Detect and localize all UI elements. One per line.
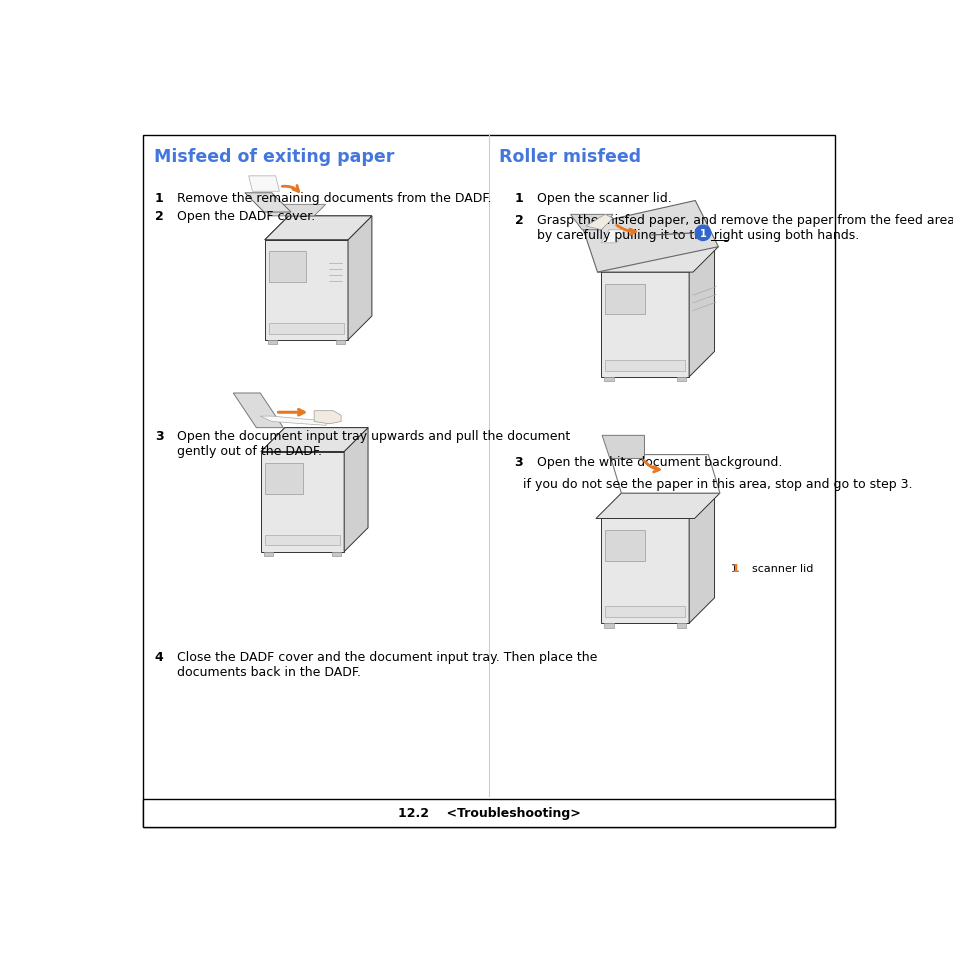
Bar xyxy=(335,340,345,345)
Bar xyxy=(143,799,834,826)
Bar xyxy=(600,518,688,623)
Polygon shape xyxy=(581,201,718,273)
Text: 1: 1 xyxy=(514,192,523,204)
Text: 1: 1 xyxy=(699,229,705,238)
Bar xyxy=(604,360,684,372)
Bar xyxy=(604,531,644,561)
Polygon shape xyxy=(265,216,372,240)
Polygon shape xyxy=(268,205,325,216)
Polygon shape xyxy=(570,215,612,231)
Bar xyxy=(265,535,340,546)
Bar xyxy=(604,377,613,382)
Polygon shape xyxy=(688,248,714,377)
Text: 1: 1 xyxy=(731,563,739,574)
Text: Roller misfeed: Roller misfeed xyxy=(498,149,640,166)
Bar xyxy=(604,284,644,315)
Bar xyxy=(265,463,302,495)
Text: Open the scanner lid.: Open the scanner lid. xyxy=(537,192,671,204)
Polygon shape xyxy=(597,248,718,273)
Circle shape xyxy=(695,226,710,241)
Text: 2: 2 xyxy=(154,210,163,223)
Text: Open the document input tray upwards and pull the document
gently out of the DAD: Open the document input tray upwards and… xyxy=(176,430,569,457)
Polygon shape xyxy=(245,193,291,213)
Text: 3: 3 xyxy=(154,430,163,443)
Polygon shape xyxy=(688,494,714,623)
Text: 4: 4 xyxy=(154,650,163,663)
Polygon shape xyxy=(596,494,720,519)
Bar xyxy=(604,607,684,618)
Polygon shape xyxy=(600,494,714,519)
Polygon shape xyxy=(265,216,372,240)
Bar xyxy=(264,552,274,557)
Text: Open the white document background.: Open the white document background. xyxy=(537,456,781,469)
Text: Close the DADF cover and the document input tray. Then place the
documents back : Close the DADF cover and the document in… xyxy=(176,650,597,678)
Polygon shape xyxy=(233,394,283,428)
Bar xyxy=(604,623,613,628)
Bar xyxy=(600,272,688,377)
Bar xyxy=(261,452,344,552)
Polygon shape xyxy=(348,216,372,340)
Polygon shape xyxy=(249,176,279,193)
Text: 1: 1 xyxy=(154,192,163,204)
Bar xyxy=(332,552,341,557)
Text: 12.2    <Troubleshooting>: 12.2 <Troubleshooting> xyxy=(397,806,579,820)
Text: Open the DADF cover.: Open the DADF cover. xyxy=(176,210,314,223)
Text: 2: 2 xyxy=(514,213,523,227)
Polygon shape xyxy=(314,412,341,424)
Text: if you do not see the paper in this area, stop and go to step 3.: if you do not see the paper in this area… xyxy=(507,477,912,491)
Polygon shape xyxy=(344,428,368,552)
Text: Misfeed of exiting paper: Misfeed of exiting paper xyxy=(153,149,394,166)
Polygon shape xyxy=(585,215,612,231)
Polygon shape xyxy=(260,416,329,426)
Polygon shape xyxy=(609,456,720,494)
Bar xyxy=(268,340,277,345)
Bar xyxy=(676,377,685,382)
Bar xyxy=(265,240,348,340)
Text: 3: 3 xyxy=(514,456,522,469)
Polygon shape xyxy=(600,231,624,244)
Bar xyxy=(676,623,685,628)
Bar xyxy=(269,252,306,283)
Text: 1    scanner lid: 1 scanner lid xyxy=(731,563,813,574)
Bar xyxy=(269,324,344,335)
Polygon shape xyxy=(600,248,714,273)
Text: Remove the remaining documents from the DADF.: Remove the remaining documents from the … xyxy=(176,192,491,204)
Polygon shape xyxy=(601,436,644,459)
Text: Grasp the misfed paper, and remove the paper from the feed area
by carefully pul: Grasp the misfed paper, and remove the p… xyxy=(537,213,953,241)
Polygon shape xyxy=(261,428,368,452)
Polygon shape xyxy=(261,428,368,452)
